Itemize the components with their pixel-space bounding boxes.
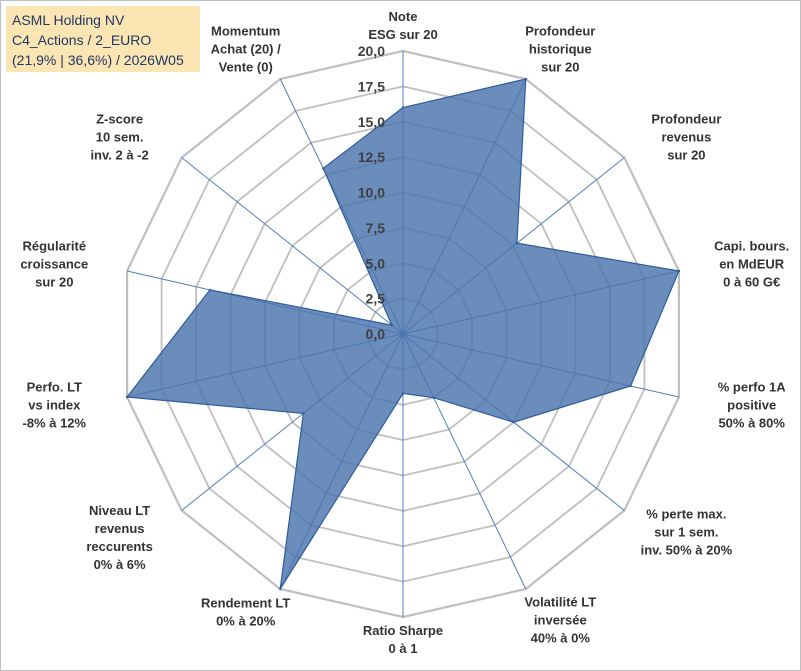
axis-label-13: Momentum Achat (20) / Vente (0) [211, 24, 281, 75]
title-box: ASML Holding NV C4_Actions / 2_EURO (21,… [6, 6, 200, 72]
axis-label-2-line-2: sur 20 [667, 148, 705, 163]
axis-label-3-line-1: en MdEUR [719, 257, 785, 272]
data-point-3 [677, 269, 681, 273]
title-category: C4_Actions / 2_EURO [12, 32, 152, 48]
data-point-4 [629, 384, 632, 388]
axis-label-5: % perte max. sur 1 sem. inv. 50% à 20% [641, 506, 733, 557]
axis-label-3: Capi. bours. en MdEUR 0 à 60 G€ [714, 239, 789, 290]
data-point-0 [401, 106, 405, 109]
axis-label-1-line-1: historique [529, 42, 592, 57]
data-point-2 [515, 241, 519, 245]
axis-label-12: Z-score 10 sem. inv. 2 à -2 [90, 112, 148, 163]
axis-label-8: Rendement LT 0% à 20% [201, 596, 290, 629]
axis-label-9-line-3: 0% à 6% [94, 557, 146, 572]
tick-label-4: 10,0 [358, 185, 385, 201]
data-point-9 [302, 412, 305, 415]
axis-label-0: Note ESG sur 20 [368, 9, 437, 42]
axis-label-11-line-0: Régularité [23, 239, 87, 254]
axis-label-4-line-0: % perfo 1A [718, 380, 787, 395]
axis-label-9-line-1: revenus [95, 521, 145, 536]
tick-label-3: 7,5 [366, 220, 386, 236]
axis-label-10-line-1: vs index [28, 398, 81, 413]
tick-label-6: 15,0 [358, 114, 385, 130]
axis-label-5-line-2: inv. 50% à 20% [641, 542, 733, 557]
axis-label-0-line-0: Note [389, 9, 418, 24]
data-point-13 [322, 167, 325, 170]
tick-label-5: 12,5 [358, 149, 385, 165]
axis-label-3-line-2: 0 à 60 G€ [723, 275, 780, 290]
axis-label-13-line-0: Momentum [211, 24, 280, 39]
data-point-12 [390, 324, 394, 327]
tick-layer: 0,0 2,5 5,0 7,5 10,0 12,5 15,0 17,5 20,0 [358, 43, 385, 342]
axis-label-3-line-0: Capi. bours. [714, 239, 789, 254]
axis-label-4-line-2: 50% à 80% [718, 416, 785, 431]
axis-label-10-line-2: -8% à 12% [23, 416, 87, 431]
axis-label-13-line-2: Vente (0) [219, 60, 273, 75]
axis-label-10-line-0: Perfo. LT [27, 380, 82, 395]
data-point-6 [432, 396, 435, 399]
axis-label-5-line-1: sur 1 sem. [654, 524, 718, 539]
axis-label-12-line-1: 10 sem. [96, 130, 144, 145]
axis-label-2-line-1: revenus [661, 130, 711, 145]
tick-label-7: 17,5 [358, 78, 385, 94]
axis-label-6: Volatilité LT inversée 40% à 0% [524, 594, 596, 645]
data-point-7 [401, 392, 405, 395]
axis-label-11: Régularité croissance sur 20 [20, 239, 88, 290]
axis-label-13-line-1: Achat (20) / [211, 42, 281, 57]
axis-label-9: Niveau LT revenus reccurents 0% à 6% [86, 503, 152, 572]
axis-label-2: Profondeur revenus sur 20 [651, 112, 721, 163]
axis-label-8-line-0: Rendement LT [201, 596, 290, 611]
axis-label-6-line-0: Volatilité LT [524, 594, 596, 609]
spoke-12 [181, 157, 404, 335]
axis-label-5-line-0: % perte max. [646, 506, 726, 521]
axis-label-11-line-2: sur 20 [35, 275, 73, 290]
axis-label-9-line-0: Niveau LT [89, 503, 150, 518]
axis-label-2-line-0: Profondeur [651, 112, 721, 127]
axis-label-12-line-0: Z-score [96, 112, 143, 127]
axis-label-1-line-2: sur 20 [541, 60, 579, 75]
axis-label-0-line-1: ESG sur 20 [368, 27, 437, 42]
data-point-1 [524, 77, 527, 81]
data-point-8 [279, 587, 282, 591]
tick-label-1: 2,5 [366, 291, 386, 307]
title-company: ASML Holding NV [12, 12, 125, 28]
axis-label-7-line-0: Ratio Sharpe [363, 623, 443, 638]
axis-label-9-line-2: reccurents [86, 539, 152, 554]
label-layer: Note ESG sur 20 Profondeur historique sur 20… [20, 9, 789, 656]
axis-label-12-line-2: inv. 2 à -2 [90, 148, 148, 163]
axis-label-4-line-1: positive [727, 398, 776, 413]
tick-label-2: 5,0 [366, 255, 386, 271]
axis-label-7: Ratio Sharpe 0 à 1 [363, 623, 443, 656]
tick-label-8: 20,0 [358, 43, 385, 59]
axis-label-6-line-2: 40% à 0% [531, 630, 591, 645]
axis-label-6-line-1: inversée [534, 612, 587, 627]
data-point-5 [512, 421, 515, 424]
axis-label-10: Perfo. LT vs index -8% à 12% [23, 380, 87, 431]
axis-label-7-line-1: 0 à 1 [389, 641, 418, 656]
title-stats: (21,9% | 36,6%) / 2026W05 [12, 52, 184, 68]
axis-label-1: Profondeur historique sur 20 [525, 24, 595, 75]
axis-label-11-line-1: croissance [20, 257, 88, 272]
axis-label-4: % perfo 1A positive 50% à 80% [718, 380, 787, 431]
data-point-10 [125, 395, 129, 399]
series-layer [125, 77, 681, 591]
axis-label-8-line-1: 0% à 20% [216, 614, 276, 629]
axis-label-1-line-0: Profondeur [525, 24, 595, 39]
data-point-11 [208, 288, 212, 292]
tick-label-0: 0,0 [366, 326, 386, 342]
